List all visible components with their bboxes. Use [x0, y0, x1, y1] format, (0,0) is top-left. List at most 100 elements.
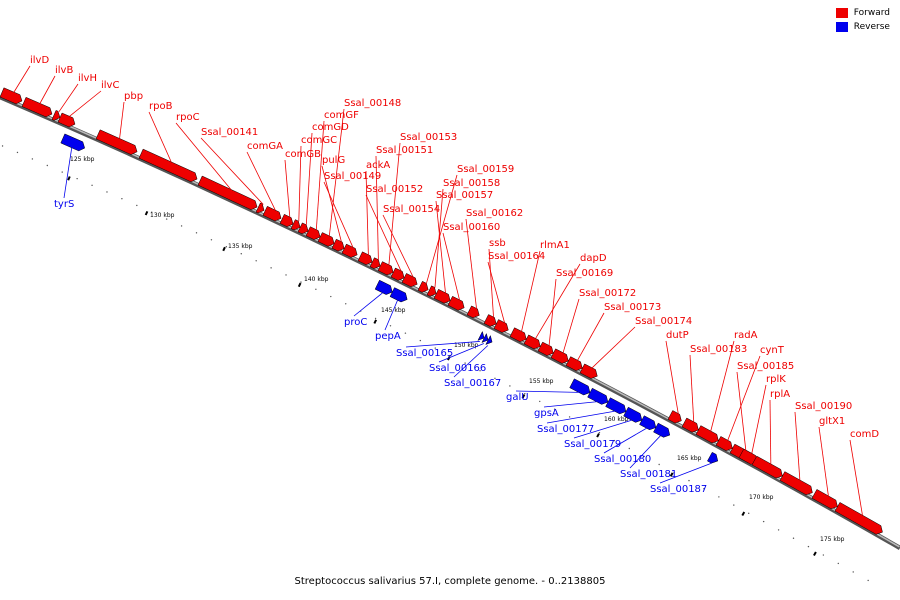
- gene-forward[interactable]: [681, 417, 699, 433]
- gene-forward[interactable]: [834, 502, 883, 535]
- gene-reverse[interactable]: [653, 422, 671, 438]
- gene-forward[interactable]: [297, 222, 309, 235]
- gene-forward[interactable]: [417, 280, 429, 293]
- gene-reverse[interactable]: [477, 330, 485, 341]
- gene-forward[interactable]: [483, 314, 497, 327]
- gene-label-reverse[interactable]: gpsA: [534, 408, 559, 419]
- gene-forward[interactable]: [57, 112, 76, 128]
- gene-label-forward[interactable]: Ssal_00185: [737, 361, 794, 372]
- gene-forward[interactable]: [51, 110, 61, 121]
- gene-forward[interactable]: [341, 243, 358, 258]
- gene-label-reverse[interactable]: Ssal_00180: [594, 454, 651, 465]
- gene-label-forward[interactable]: Ssal_00158: [443, 178, 500, 189]
- gene-label-reverse[interactable]: tyrS: [54, 199, 74, 210]
- gene-label-forward[interactable]: Ssal_00173: [604, 302, 661, 313]
- gene-forward[interactable]: [377, 261, 394, 276]
- gene-forward[interactable]: [565, 356, 583, 371]
- gene-label-reverse[interactable]: Ssal_00167: [444, 378, 501, 389]
- gene-label-forward[interactable]: Ssal_00169: [556, 268, 613, 279]
- gene-label-reverse[interactable]: Ssal_00177: [537, 424, 594, 435]
- gene-forward[interactable]: [579, 363, 598, 379]
- gene-label-forward[interactable]: Ssal_00152: [366, 184, 423, 195]
- gene-forward[interactable]: [401, 273, 418, 288]
- gene-label-forward[interactable]: radA: [734, 330, 758, 341]
- gene-forward[interactable]: [369, 257, 381, 269]
- gene-forward[interactable]: [357, 251, 373, 265]
- gene-forward[interactable]: [433, 288, 451, 304]
- gene-forward[interactable]: [95, 129, 138, 155]
- gene-label-forward[interactable]: Ssal_00154: [383, 204, 440, 215]
- gene-label-forward[interactable]: Ssal_00172: [579, 288, 636, 299]
- gene-label-forward[interactable]: rplK: [766, 374, 786, 385]
- gene-label-forward[interactable]: comGF: [324, 110, 359, 121]
- gene-label-forward[interactable]: Ssal_00157: [436, 190, 493, 201]
- gene-forward[interactable]: [426, 285, 437, 297]
- gene-label-forward[interactable]: Ssal_00149: [324, 171, 381, 182]
- gene-forward[interactable]: [523, 334, 541, 350]
- gene-label-forward[interactable]: rplA: [770, 389, 790, 400]
- gene-label-reverse[interactable]: proC: [344, 317, 367, 328]
- gene-forward[interactable]: [779, 471, 813, 496]
- gene-forward[interactable]: [466, 305, 480, 319]
- gene-label-forward[interactable]: Ssal_00183: [690, 344, 747, 355]
- gene-label-reverse[interactable]: Ssal_00166: [429, 363, 486, 374]
- gene-forward[interactable]: [390, 267, 405, 281]
- gene-label-forward[interactable]: cynT: [760, 345, 785, 356]
- gene-label-reverse[interactable]: Ssal_00181: [620, 469, 677, 480]
- gene-label-forward[interactable]: Ssal_00141: [201, 127, 258, 138]
- gene-label-reverse[interactable]: Ssal_00187: [650, 484, 707, 495]
- gene-label-forward[interactable]: rpoC: [176, 112, 200, 123]
- gene-label-forward[interactable]: comGD: [312, 122, 349, 133]
- gene-label-forward[interactable]: Ssal_00190: [795, 401, 852, 412]
- gene-label-forward[interactable]: Ssal_00174: [635, 316, 692, 327]
- gene-label-reverse[interactable]: pepA: [375, 331, 401, 342]
- gene-label-forward[interactable]: comGA: [247, 141, 283, 152]
- gene-forward[interactable]: [279, 213, 294, 227]
- gene-label-forward[interactable]: ilvD: [30, 55, 49, 66]
- gene-forward[interactable]: [550, 348, 569, 364]
- gene-reverse[interactable]: [60, 133, 86, 152]
- gene-forward[interactable]: [0, 87, 23, 105]
- gene-label-forward[interactable]: ackA: [366, 160, 390, 171]
- gene-reverse[interactable]: [481, 332, 489, 343]
- gene-reverse[interactable]: [569, 378, 591, 396]
- gene-forward[interactable]: [509, 327, 527, 342]
- gene-label-forward[interactable]: Ssal_00164: [488, 251, 545, 262]
- gene-forward[interactable]: [262, 205, 282, 222]
- gene-label-forward[interactable]: comD: [850, 429, 879, 440]
- gene-forward[interactable]: [493, 319, 509, 333]
- gene-label-forward[interactable]: dapD: [580, 253, 607, 264]
- gene-reverse[interactable]: [374, 279, 393, 295]
- gene-label-forward[interactable]: Ssal_00160: [443, 222, 500, 233]
- gene-forward[interactable]: [811, 489, 838, 510]
- gene-forward[interactable]: [331, 238, 345, 252]
- gene-label-reverse[interactable]: Ssal_00165: [396, 348, 453, 359]
- gene-label-forward[interactable]: ilvB: [55, 65, 73, 76]
- gene-forward[interactable]: [447, 295, 465, 311]
- gene-label-forward[interactable]: Ssal_00159: [457, 164, 514, 175]
- gene-label-forward[interactable]: comGC: [301, 135, 337, 146]
- gene-reverse[interactable]: [605, 397, 627, 415]
- gene-forward[interactable]: [715, 436, 733, 451]
- gene-reverse[interactable]: [587, 387, 609, 405]
- gene-reverse[interactable]: [623, 406, 643, 423]
- gene-forward[interactable]: [667, 410, 682, 424]
- gene-label-forward[interactable]: dutP: [666, 330, 689, 341]
- gene-reverse[interactable]: [485, 334, 493, 345]
- gene-label-forward[interactable]: pulG: [322, 155, 345, 166]
- gene-label-forward[interactable]: ilvC: [101, 80, 119, 91]
- gene-forward[interactable]: [751, 455, 783, 479]
- gene-label-forward[interactable]: gltX1: [819, 416, 845, 427]
- gene-label-forward[interactable]: Ssal_00148: [344, 98, 401, 109]
- gene-label-forward[interactable]: ilvH: [78, 73, 97, 84]
- gene-label-forward[interactable]: Ssal_00162: [466, 208, 523, 219]
- gene-label-forward[interactable]: Ssal_00151: [376, 145, 433, 156]
- gene-label-forward[interactable]: pbp: [124, 91, 143, 102]
- gene-forward[interactable]: [317, 232, 335, 247]
- gene-forward[interactable]: [138, 148, 198, 183]
- gene-label-forward[interactable]: comGB: [285, 149, 321, 160]
- gene-reverse[interactable]: [639, 415, 657, 431]
- gene-label-forward[interactable]: ssb: [489, 238, 506, 249]
- gene-forward[interactable]: [21, 96, 53, 118]
- gene-forward[interactable]: [290, 219, 301, 231]
